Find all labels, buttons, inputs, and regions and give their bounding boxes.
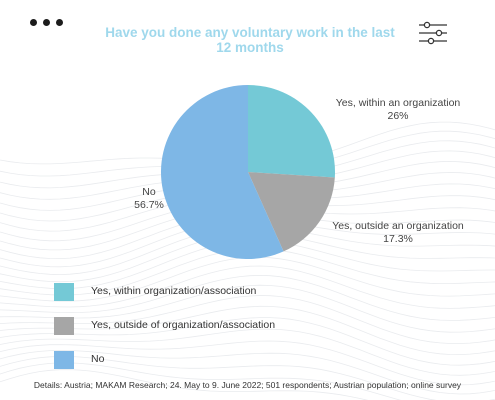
wave-line: [0, 362, 402, 400]
wave-line: [0, 349, 495, 395]
slice-value-no: 56.7%: [134, 198, 164, 211]
wave-line: [0, 369, 369, 400]
wave-line: [0, 265, 495, 309]
sliders-icon[interactable]: [418, 20, 448, 46]
wave-line: [0, 305, 495, 356]
wave-line: [0, 295, 495, 344]
legend-label-outside: Yes, outside of organization/association: [91, 319, 276, 331]
slice-name-within: Yes, within an organization: [335, 97, 461, 109]
wave-line: [0, 317, 495, 366]
slice-name-no: No: [142, 186, 156, 198]
pie-slice-within[interactable]: [248, 85, 336, 178]
legend-swatch-no: [54, 351, 74, 369]
more-options-icon[interactable]: [30, 17, 64, 29]
chart-title: Have you done any voluntary work in the …: [105, 25, 395, 55]
legend-swatch-within: [54, 283, 74, 301]
slice-label-within: Yes, within an organization 26%: [328, 97, 468, 122]
pie-slice-outside[interactable]: [248, 172, 335, 252]
details-footnote: Details: Austria; MAKAM Research; 24. Ma…: [33, 380, 462, 390]
wave-line: [0, 284, 495, 333]
wave-line: [0, 274, 495, 321]
legend-label-no: No: [91, 353, 105, 365]
wave-line: [0, 340, 495, 386]
slice-value-outside: 17.3%: [383, 232, 413, 245]
slice-value-within: 26%: [387, 109, 409, 122]
pie-slice-no[interactable]: [160, 85, 284, 259]
wave-line: [0, 328, 495, 376]
legend-swatch-outside: [54, 317, 74, 335]
slice-name-outside: Yes, outside an organization: [332, 220, 464, 232]
wave-line: [0, 356, 495, 400]
legend-label-within: Yes, within organization/association: [91, 285, 257, 297]
slice-label-no: No 56.7%: [104, 186, 194, 211]
slice-label-outside: Yes, outside an organization 17.3%: [326, 220, 470, 245]
